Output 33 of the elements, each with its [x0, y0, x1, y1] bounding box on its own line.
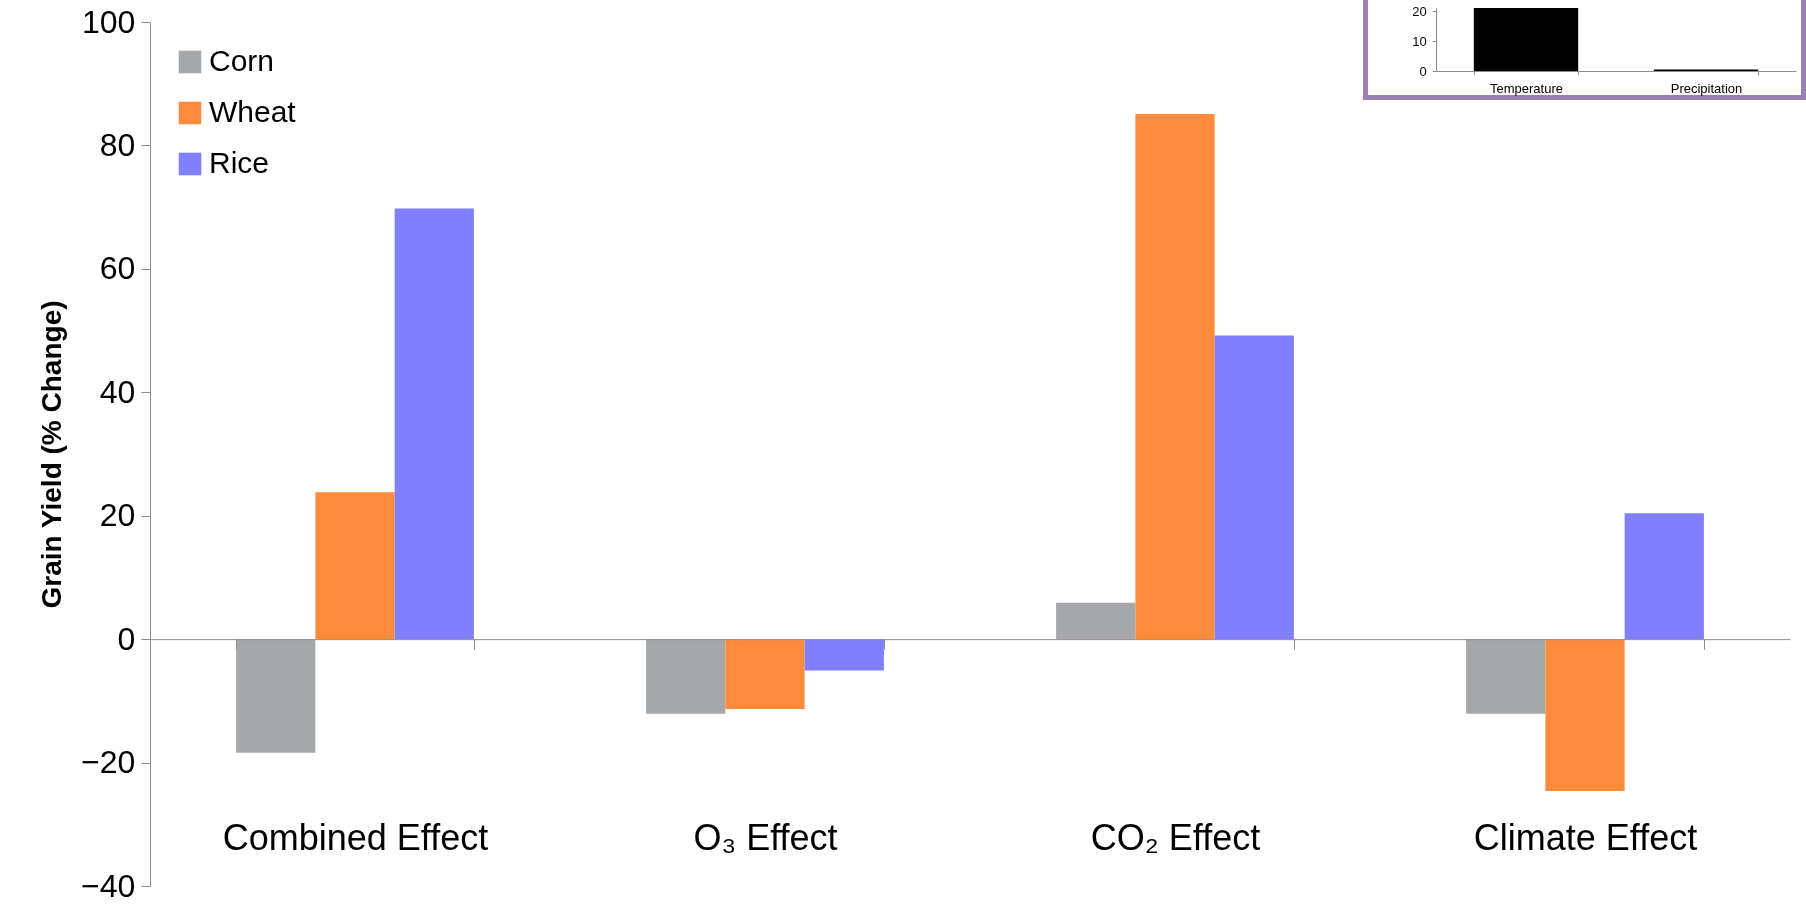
- y-tick-label: 0: [1419, 63, 1427, 79]
- bar: [1545, 639, 1625, 791]
- x-tick-label: Temperature: [1490, 81, 1563, 97]
- bar: [646, 639, 726, 714]
- x-tick-label: Climate Effect: [1473, 816, 1698, 858]
- bar: [1135, 113, 1215, 640]
- bar: [1466, 639, 1546, 714]
- bar: [1624, 513, 1704, 640]
- y-tick-label: 40: [99, 373, 136, 410]
- bar: [1214, 335, 1294, 640]
- bar: [804, 639, 884, 671]
- y-tick-label: −40: [81, 867, 136, 904]
- x-tick-label: Combined Effect: [222, 816, 489, 858]
- y-tick-label: 60: [99, 250, 136, 287]
- bar: [394, 208, 474, 640]
- y-tick-label: −20: [81, 744, 136, 781]
- y-axis-title: Grain Yield (% Change): [36, 300, 68, 609]
- bar: [315, 492, 395, 640]
- y-tick-label: 80: [99, 126, 136, 163]
- y-tick-label: 0: [117, 620, 136, 657]
- x-tick-label: CO₂ Effect: [1090, 816, 1261, 858]
- legend-label: Corn: [209, 44, 275, 77]
- y-tick-label: 20: [1412, 3, 1427, 19]
- y-tick-label: 20: [99, 497, 136, 534]
- legend-label: Rice: [209, 146, 270, 179]
- bar: [236, 639, 316, 753]
- bar: [725, 639, 805, 709]
- bar: [1056, 602, 1136, 640]
- legend-label: Wheat: [209, 95, 297, 128]
- x-tick-label: Precipitation: [1670, 81, 1743, 97]
- y-tick-label: 10: [1412, 33, 1427, 49]
- x-tick-label: O₃ Effect: [693, 816, 838, 858]
- y-tick-label: 100: [81, 3, 136, 40]
